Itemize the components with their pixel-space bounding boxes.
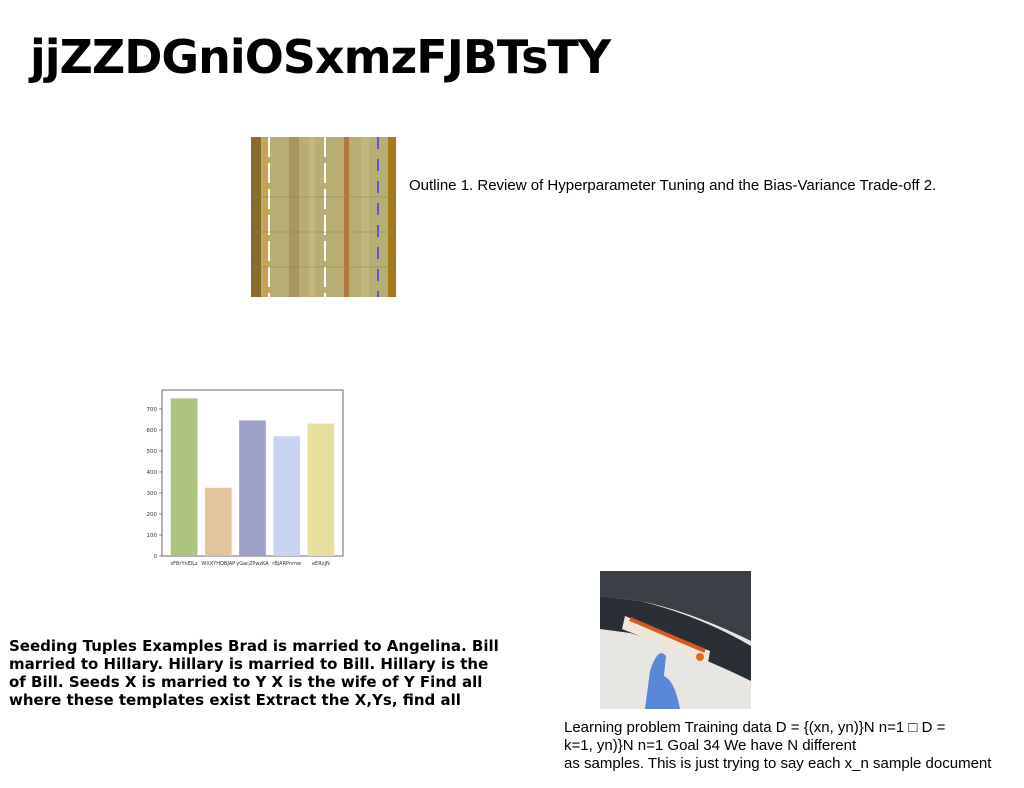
y-tick-label: 700 <box>147 407 158 413</box>
y-tick-label: 300 <box>147 491 158 497</box>
text-line: Learning problem Training data D = {(xn,… <box>564 719 946 736</box>
bold-text: Seeding Tuples Examples Brad is married … <box>9 637 499 709</box>
bar <box>170 398 198 556</box>
text-line: Seeding Tuples Examples Brad is married … <box>9 637 499 655</box>
photo <box>600 571 751 709</box>
text-line: where these templates exist Extract the … <box>9 691 461 709</box>
caption: Outline 1. Review of Hyperparameter Tuni… <box>409 177 937 194</box>
bar <box>239 420 266 556</box>
caption: Learning problem Training data D = {(xn,… <box>564 719 991 773</box>
text-line: k=1, yn)}N n=1 Goal 34 We have N differe… <box>564 737 857 754</box>
text-line: as samples. This is just trying to say e… <box>564 755 992 772</box>
bar <box>273 436 301 556</box>
text-line: married to Hillary. Hillary is married t… <box>9 655 489 673</box>
bar <box>307 423 335 556</box>
x-tick-label: WXXYHOBJAP <box>201 561 235 567</box>
y-tick-label: 100 <box>147 533 158 539</box>
slide-image <box>251 137 396 297</box>
page-title: jjZZDGniOSxmzFJBTsTY <box>30 30 611 84</box>
x-tick-label: eERxjN <box>312 561 330 567</box>
y-tick-label: 400 <box>147 470 158 476</box>
bar <box>204 487 232 556</box>
y-tick-label: 500 <box>147 449 158 455</box>
y-tick-label: 600 <box>147 428 158 434</box>
text-line: of Bill. Seeds X is married to Y X is th… <box>9 673 483 691</box>
x-tick-label: sFBrYnElLz <box>171 561 199 567</box>
y-tick-label: 0 <box>154 554 158 560</box>
y-tick-label: 200 <box>147 512 158 518</box>
x-tick-label: rBJARPnmw <box>272 561 301 567</box>
bar-chart: 0 100 200 300 400 500 600 700 sFBrYnElLz WXXYHOBJ… <box>147 389 344 567</box>
x-tick-label: yGacZPwzKA <box>236 561 269 567</box>
